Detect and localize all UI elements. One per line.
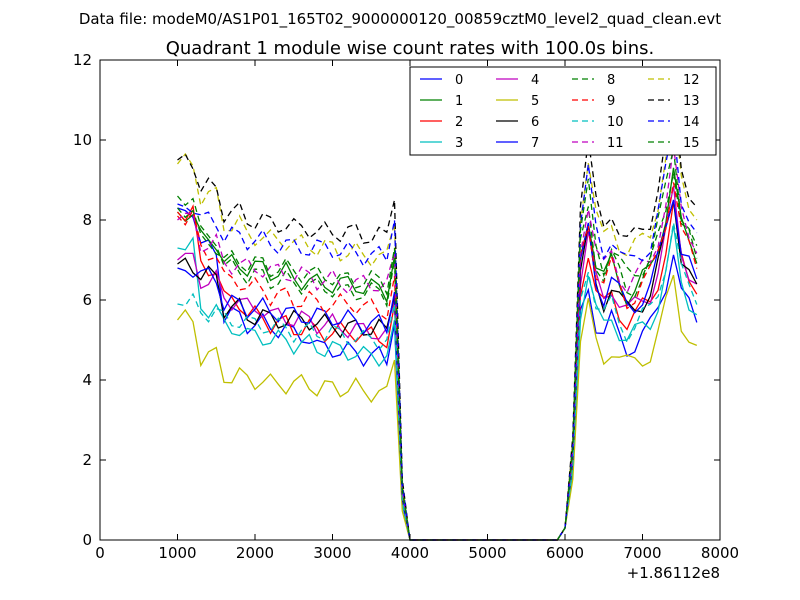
series-line-12 (176, 98, 698, 541)
legend-label-2: 2 (455, 115, 463, 130)
legend-label-8: 8 (607, 73, 615, 88)
legend-label-13: 13 (683, 94, 700, 109)
series-line-3 (177, 225, 698, 541)
x-tick-label: 2000 (236, 544, 274, 562)
chart-title: Quadrant 1 module wise count rates with … (166, 38, 655, 59)
x-axis-offset-label: +1.86112e8 (627, 564, 720, 582)
x-tick-label: 0 (95, 544, 105, 562)
x-tick-label: 7000 (623, 544, 661, 562)
plot-area: 0 1000 2000 3000 4000 5000 6000 7000 80000246810… (73, 51, 739, 562)
legend-label-1: 1 (455, 94, 463, 109)
series-line-7 (177, 199, 698, 541)
x-tick-label: 4000 (391, 544, 429, 562)
series-line-4 (177, 185, 698, 541)
series-line-1 (177, 167, 698, 541)
legend-label-15: 15 (683, 136, 700, 151)
y-tick-label: 12 (73, 51, 92, 69)
x-tick-label: 8000 (701, 544, 739, 562)
legend-label-10: 10 (607, 115, 624, 130)
x-tick-label: 1000 (158, 544, 196, 562)
series-line-14 (177, 123, 698, 541)
series-line-13 (177, 82, 698, 541)
series-line-10 (177, 222, 698, 541)
series-line-2 (177, 201, 698, 541)
legend-label-6: 6 (531, 115, 539, 130)
series-line-8 (177, 173, 698, 541)
series-line-5 (176, 274, 698, 541)
x-tick-label: 5000 (468, 544, 506, 562)
series-line-6 (177, 200, 698, 541)
series-line-0 (177, 207, 698, 541)
legend-label-12: 12 (683, 73, 700, 88)
legend-box (409, 66, 717, 156)
y-tick-label: 8 (82, 211, 92, 229)
series-line-9 (177, 182, 698, 541)
y-tick-label: 2 (82, 451, 92, 469)
legend-label-7: 7 (531, 136, 539, 151)
legend-label-14: 14 (683, 115, 700, 130)
figure-suptitle: Data file: modeM0/AS1P01_165T02_90000001… (79, 10, 721, 29)
y-tick-label: 10 (73, 131, 92, 149)
y-tick-label: 4 (82, 371, 92, 389)
legend-label-9: 9 (607, 94, 615, 109)
legend-label-4: 4 (531, 73, 539, 88)
x-tick-label: 3000 (313, 544, 351, 562)
series-line-11 (177, 146, 698, 541)
legend-label-11: 11 (607, 136, 624, 151)
legend-label-5: 5 (531, 94, 539, 109)
legend-label-0: 0 (455, 73, 463, 88)
y-tick-label: 0 (82, 531, 92, 549)
series-line-15 (177, 149, 698, 541)
legend-label-3: 3 (455, 136, 463, 151)
x-tick-label: 6000 (546, 544, 584, 562)
y-tick-label: 6 (82, 291, 92, 309)
